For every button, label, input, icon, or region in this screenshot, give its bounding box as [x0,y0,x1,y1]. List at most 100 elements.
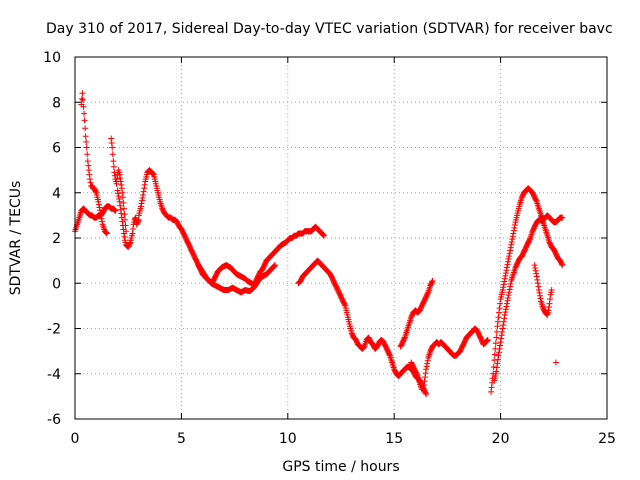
data-point [428,279,435,286]
data-point [137,203,144,210]
data-point [490,363,497,370]
data-point [140,188,147,195]
data-point [508,241,515,248]
data-point [502,306,509,313]
data-point [509,233,516,240]
data-point [150,171,157,178]
data-point [319,231,326,238]
data-point [491,357,498,364]
data-point [272,262,279,269]
data-point [108,139,115,146]
series-trace-9 [408,359,425,393]
data-point [496,345,503,352]
data-point [414,371,421,378]
data-point [114,176,121,183]
data-point [97,210,104,217]
series-trace-1 [72,203,119,235]
series-trace-11 [488,185,566,395]
data-point [500,284,507,291]
data-point [78,95,85,102]
data-point [506,250,513,257]
y-tick-label: 0 [52,276,61,292]
data-point [495,314,502,321]
data-point [546,304,553,311]
data-point [501,311,508,318]
data-point [505,255,512,262]
data-point [493,334,500,341]
data-point [501,315,508,322]
data-point [504,261,511,268]
data-point [493,364,500,371]
data-point [120,226,127,233]
data-point [494,360,501,367]
data-point [115,190,122,197]
data-point [111,172,118,179]
data-point [120,199,127,206]
data-point [116,195,123,202]
data-point [503,267,510,274]
data-point [118,181,125,188]
data-point [119,218,126,225]
series-trace-4 [114,187,142,251]
data-point [507,244,514,251]
data-point [547,296,554,303]
data-point [126,240,133,247]
data-point [508,238,515,245]
data-point [484,337,491,344]
data-point [118,210,125,217]
data-point [498,332,505,339]
data-point [498,335,505,342]
data-point [504,297,511,304]
data-point [494,323,501,330]
data-point [497,342,504,349]
data-point [424,290,431,297]
data-point [532,267,539,274]
data-point [110,158,117,165]
x-tick-label: 25 [598,431,616,447]
data-point [499,287,506,294]
series-trace-2 [78,90,110,237]
data-point [503,300,510,307]
data-point [505,292,512,299]
data-point [488,388,495,395]
data-point [496,309,503,316]
data-point [84,151,91,158]
data-point [534,280,541,287]
data-point [118,185,125,192]
data-point [84,158,91,165]
data-point [86,171,93,178]
data-point [95,198,102,205]
data-point [559,262,566,269]
data-point [139,197,146,204]
data-point [121,233,128,240]
data-point [507,247,514,254]
data-point [102,229,109,236]
data-point [532,264,539,271]
data-point [558,261,565,268]
data-point [493,328,500,335]
series-trace-8 [397,277,436,350]
data-point [79,96,86,103]
data-point [85,167,92,174]
data-point [108,135,115,142]
data-point [121,211,128,218]
data-point [110,163,117,170]
data-point [98,215,105,222]
plot-frame [74,56,608,420]
y-tick-label: 8 [52,95,61,111]
data-point [421,378,428,385]
data-point [117,175,124,182]
data-point [116,171,123,178]
data-point [418,386,425,393]
data-point [115,193,122,200]
data-point [112,207,119,214]
data-point [149,170,156,177]
data-point [536,292,543,299]
data-point [497,300,504,307]
data-point [499,325,506,332]
data-point [103,230,110,237]
data-point [422,374,429,381]
data-point [534,276,541,283]
data-point [97,207,104,214]
